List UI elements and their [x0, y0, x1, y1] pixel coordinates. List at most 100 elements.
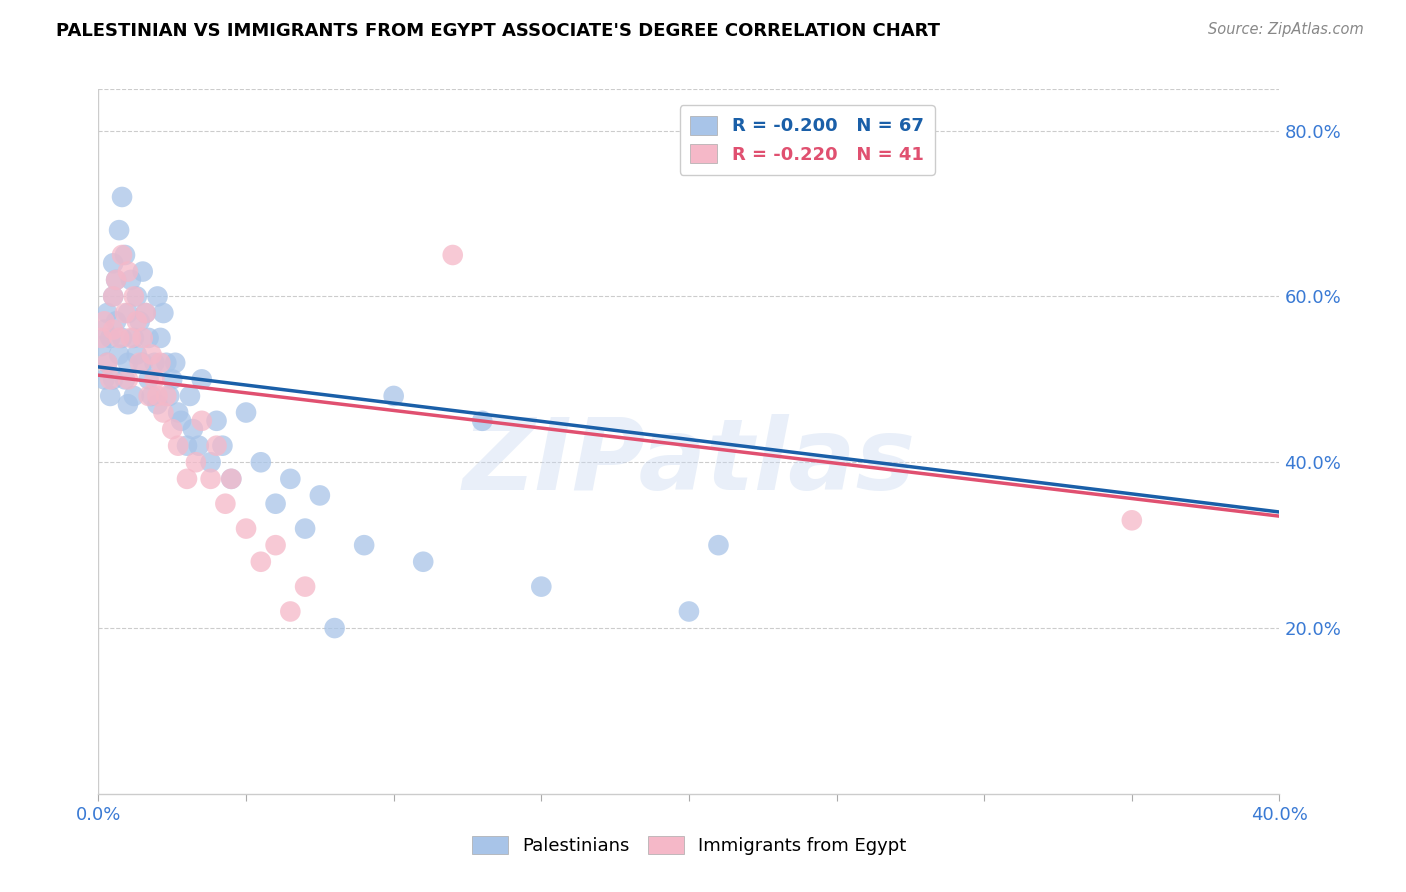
Point	[678, 605, 700, 619]
Point	[98, 331, 121, 345]
Point	[280, 605, 302, 619]
Point	[135, 306, 157, 320]
Point	[117, 264, 139, 278]
Point	[114, 372, 136, 386]
Point	[141, 347, 163, 361]
Point	[138, 372, 160, 386]
Point	[181, 422, 204, 436]
Point	[143, 356, 166, 370]
Point	[132, 356, 155, 370]
Point	[103, 256, 125, 270]
Point	[128, 314, 150, 328]
Point	[200, 472, 222, 486]
Point	[152, 306, 174, 320]
Text: PALESTINIAN VS IMMIGRANTS FROM EGYPT ASSOCIATE'S DEGREE CORRELATION CHART: PALESTINIAN VS IMMIGRANTS FROM EGYPT ASS…	[56, 22, 941, 40]
Point	[146, 289, 169, 303]
Point	[93, 372, 115, 386]
Point	[96, 356, 118, 370]
Point	[93, 323, 115, 337]
Point	[117, 356, 139, 370]
Point	[132, 331, 155, 345]
Point	[108, 223, 131, 237]
Point	[138, 389, 160, 403]
Point	[353, 538, 375, 552]
Point	[98, 389, 121, 403]
Point	[146, 397, 169, 411]
Point	[250, 555, 273, 569]
Point	[111, 248, 134, 262]
Point	[235, 522, 257, 536]
Point	[221, 472, 243, 486]
Point	[264, 497, 287, 511]
Point	[98, 372, 121, 386]
Point	[103, 289, 125, 303]
Point	[155, 389, 177, 403]
Point	[441, 248, 464, 262]
Point	[132, 264, 155, 278]
Point	[149, 356, 172, 370]
Point	[165, 356, 187, 370]
Point	[103, 372, 125, 386]
Point	[152, 405, 174, 419]
Point	[105, 314, 128, 328]
Point	[105, 273, 128, 287]
Point	[125, 314, 148, 328]
Point	[176, 439, 198, 453]
Point	[135, 306, 157, 320]
Text: Source: ZipAtlas.com: Source: ZipAtlas.com	[1208, 22, 1364, 37]
Point	[114, 248, 136, 262]
Point	[96, 306, 118, 320]
Point	[125, 289, 148, 303]
Point	[471, 414, 494, 428]
Point	[162, 422, 183, 436]
Point	[157, 389, 180, 403]
Point	[128, 356, 150, 370]
Point	[108, 331, 131, 345]
Point	[117, 397, 139, 411]
Point	[280, 472, 302, 486]
Point	[205, 414, 228, 428]
Point	[114, 306, 136, 320]
Point	[170, 414, 193, 428]
Legend: Palestinians, Immigrants from Egypt: Palestinians, Immigrants from Egypt	[464, 829, 914, 863]
Point	[103, 289, 125, 303]
Point	[146, 389, 169, 403]
Point	[122, 289, 145, 303]
Point	[120, 331, 142, 345]
Point	[155, 356, 177, 370]
Point	[122, 331, 145, 345]
Point	[111, 331, 134, 345]
Point	[1121, 513, 1143, 527]
Point	[120, 273, 142, 287]
Point	[707, 538, 730, 552]
Point	[162, 372, 183, 386]
Point	[191, 414, 214, 428]
Point	[176, 472, 198, 486]
Point	[143, 372, 166, 386]
Point	[125, 347, 148, 361]
Point	[122, 389, 145, 403]
Point	[117, 306, 139, 320]
Point	[90, 339, 112, 353]
Text: ZIPatlas: ZIPatlas	[463, 414, 915, 511]
Point	[214, 497, 236, 511]
Point	[294, 580, 316, 594]
Point	[205, 439, 228, 453]
Point	[111, 190, 134, 204]
Point	[108, 347, 131, 361]
Point	[149, 331, 172, 345]
Point	[530, 580, 553, 594]
Point	[221, 472, 243, 486]
Point	[191, 372, 214, 386]
Point	[309, 488, 332, 502]
Point	[179, 389, 201, 403]
Point	[96, 356, 118, 370]
Point	[93, 314, 115, 328]
Point	[103, 323, 125, 337]
Point	[264, 538, 287, 552]
Point	[167, 439, 190, 453]
Point	[141, 389, 163, 403]
Point	[105, 273, 128, 287]
Point	[90, 331, 112, 345]
Point	[250, 455, 273, 469]
